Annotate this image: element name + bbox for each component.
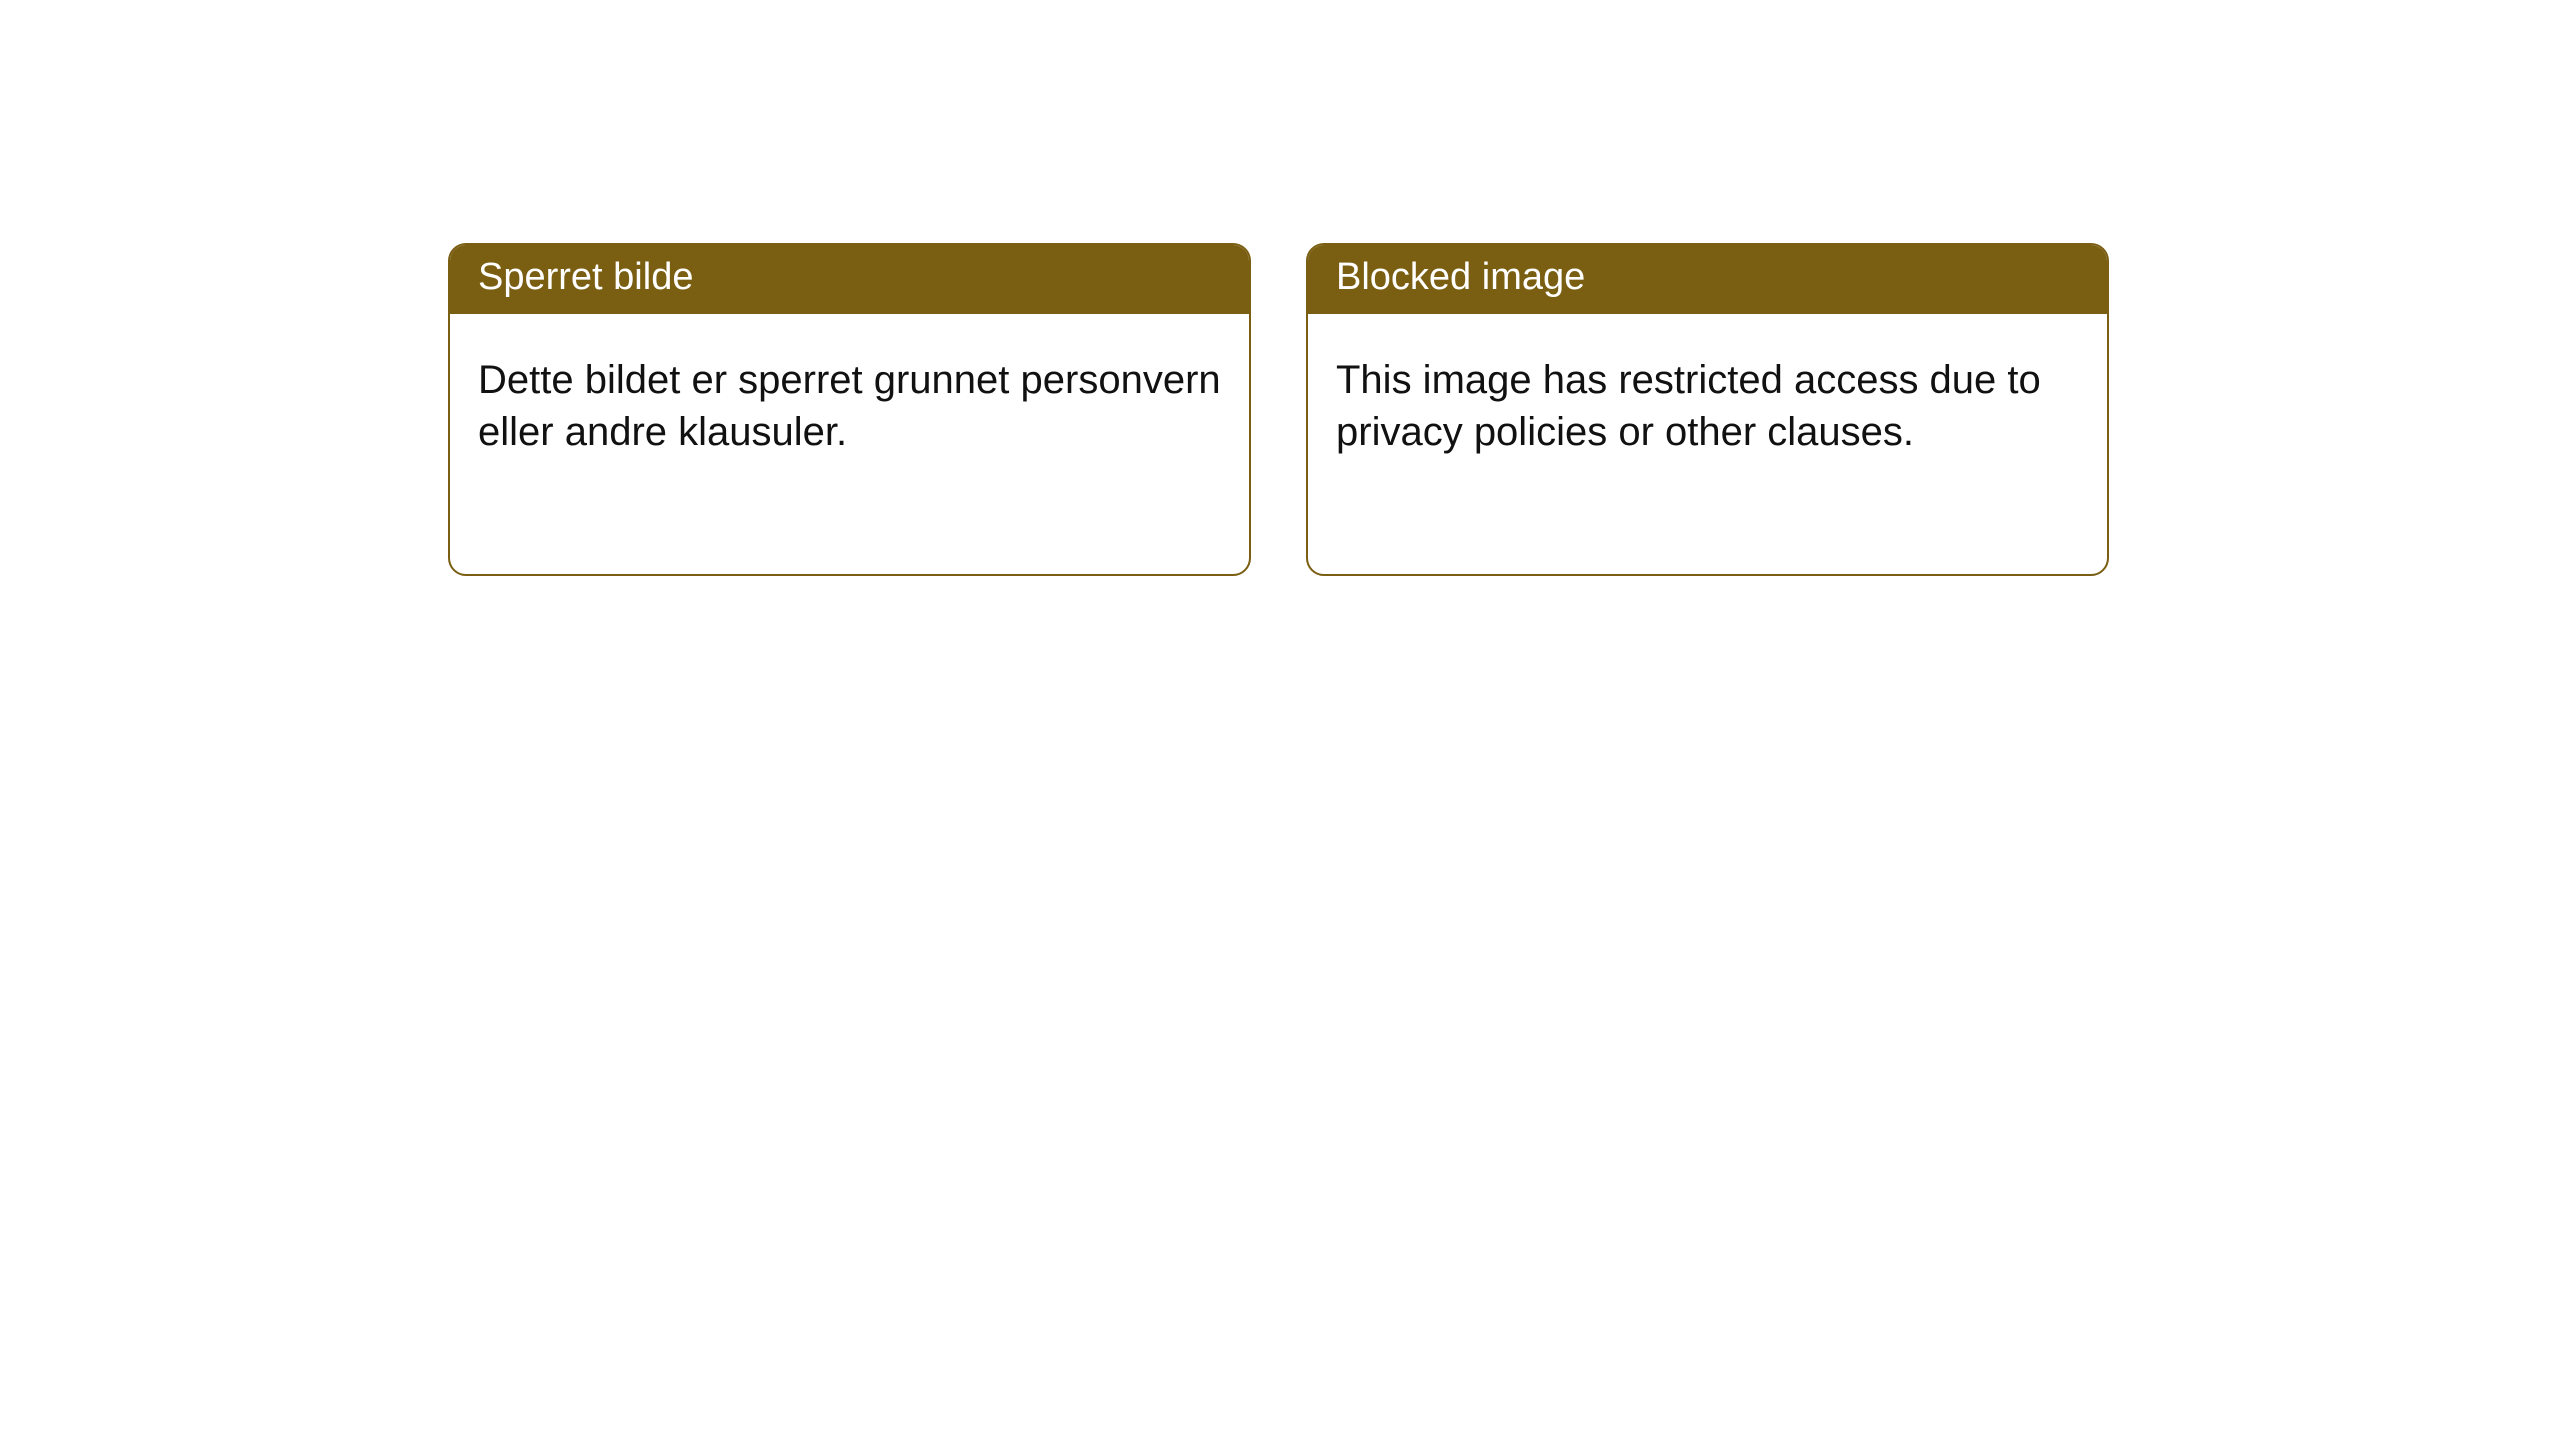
notice-header-en: Blocked image — [1308, 245, 2107, 314]
notice-header-no: Sperret bilde — [450, 245, 1249, 314]
notice-card-en: Blocked image This image has restricted … — [1306, 243, 2109, 576]
notice-container: Sperret bilde Dette bildet er sperret gr… — [0, 0, 2560, 576]
notice-card-no: Sperret bilde Dette bildet er sperret gr… — [448, 243, 1251, 576]
notice-body-no: Dette bildet er sperret grunnet personve… — [450, 314, 1249, 488]
notice-body-en: This image has restricted access due to … — [1308, 314, 2107, 488]
